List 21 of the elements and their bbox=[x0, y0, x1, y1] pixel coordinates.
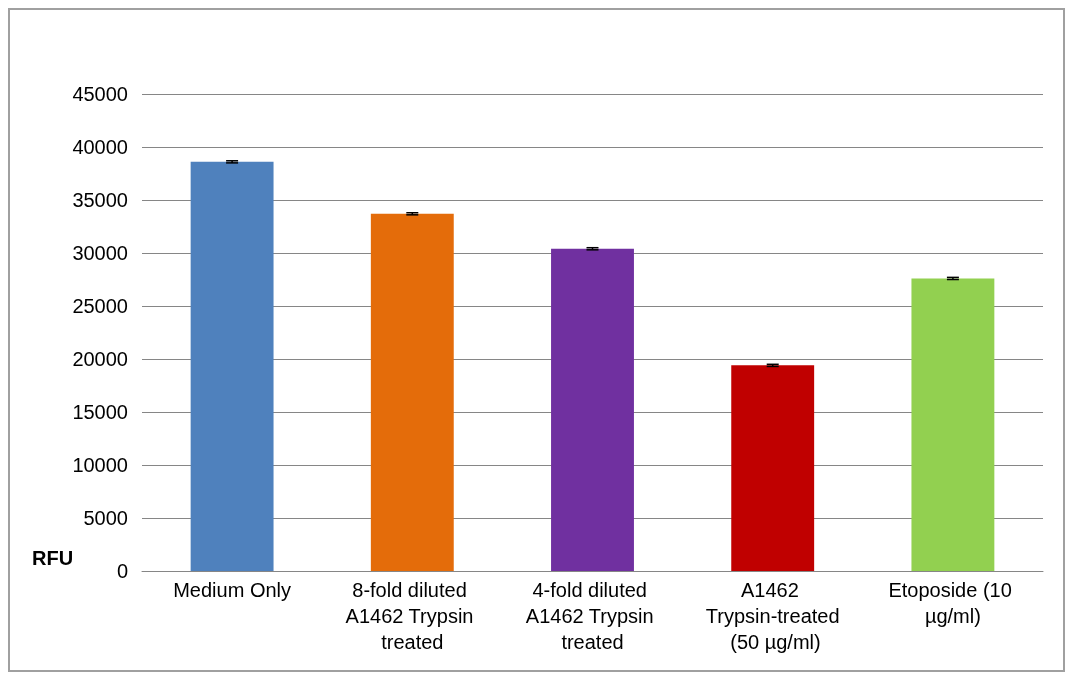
y-tick-label: 20000 bbox=[72, 348, 128, 370]
x-tick-label: Etoposide (10 µg/ml) bbox=[888, 579, 1018, 627]
bar bbox=[911, 278, 995, 571]
y-tick-label: 25000 bbox=[72, 295, 128, 317]
y-tick-label: 30000 bbox=[72, 242, 128, 264]
bar bbox=[551, 248, 634, 571]
y-tick-label: 45000 bbox=[72, 83, 128, 105]
y-tick-label: 35000 bbox=[72, 189, 128, 211]
x-tick-label: A1462 Trypsin-treated (50 µg/ml) bbox=[705, 579, 840, 653]
x-tick-label: 8-fold diluted A1462 Trypsin treated bbox=[345, 579, 480, 653]
y-tick-label: 5000 bbox=[83, 507, 128, 529]
bar bbox=[731, 365, 815, 571]
x-tick-label: Medium Only bbox=[173, 579, 292, 601]
bar bbox=[190, 161, 274, 571]
y-tick-label: 15000 bbox=[72, 401, 128, 423]
y-tick-label: 40000 bbox=[72, 136, 128, 158]
y-tick-label: 0 bbox=[116, 560, 128, 582]
y-tick-label: 10000 bbox=[72, 454, 128, 476]
y-axis-title: RFU bbox=[32, 547, 74, 569]
bar bbox=[370, 213, 454, 571]
x-tick-label: 4-fold diluted A1462 Trypsin treated bbox=[525, 579, 660, 653]
